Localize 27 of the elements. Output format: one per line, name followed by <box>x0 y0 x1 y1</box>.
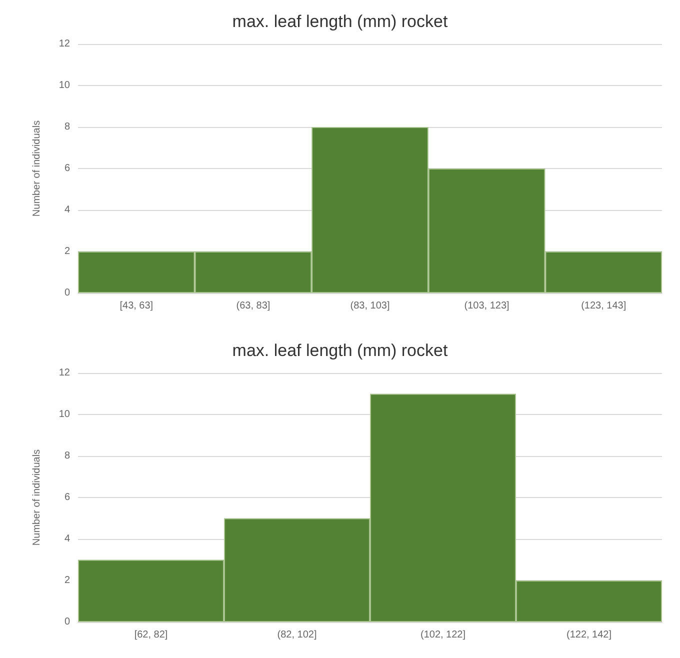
y-tick-label: 8 <box>64 450 70 462</box>
y-tick-label: 8 <box>64 122 70 132</box>
y-axis-title: Number of individuals <box>32 120 42 217</box>
x-tick-label: (82, 102] <box>277 630 317 640</box>
y-tick-label: 12 <box>58 368 70 378</box>
x-tick-label: (63, 83] <box>236 300 270 312</box>
chart-title: max. leaf length (mm) rocket <box>232 12 448 31</box>
y-tick-label: 6 <box>64 492 70 503</box>
y-tick-label: 12 <box>58 38 70 50</box>
x-tick-label: (103, 123] <box>464 300 510 312</box>
x-tick-label: (122, 142] <box>566 630 612 640</box>
y-tick-label: 4 <box>64 204 70 216</box>
y-tick-label: 4 <box>64 534 70 544</box>
y-tick-label: 6 <box>64 163 70 174</box>
y-tick-label: 2 <box>64 246 70 257</box>
y-tick-label: 2 <box>64 575 70 586</box>
y-tick-label: 0 <box>64 288 70 298</box>
x-tick-label: [62, 82] <box>134 630 168 640</box>
chart-title: max. leaf length (mm) rocket <box>232 341 448 360</box>
y-tick-label: 10 <box>58 80 70 91</box>
y-tick-label: 10 <box>58 409 70 420</box>
y-axis-title: Number of individuals <box>32 449 42 546</box>
x-tick-label: [43, 63] <box>120 300 154 312</box>
x-tick-label: (83, 103] <box>350 300 390 312</box>
x-tick-label: (102, 122] <box>420 630 466 640</box>
x-tick-label: (123, 143] <box>581 300 626 312</box>
y-tick-label: 0 <box>64 616 70 628</box>
